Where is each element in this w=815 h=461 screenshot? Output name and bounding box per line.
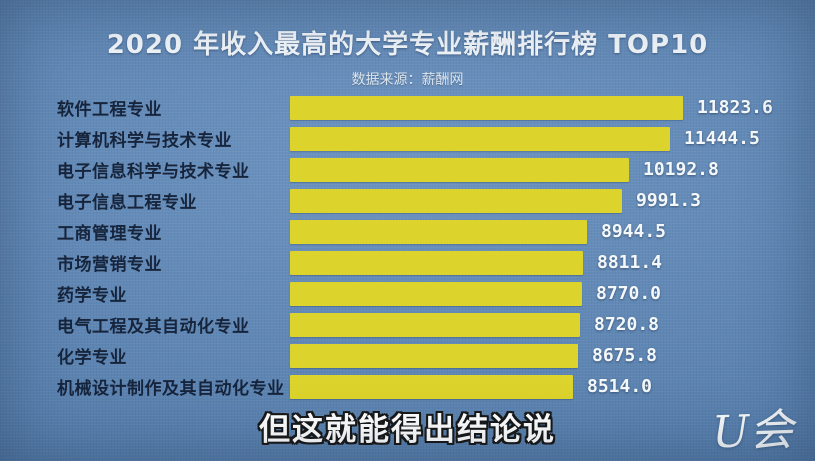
bar [290, 343, 578, 368]
category-label: 电子信息工程专业 [57, 193, 197, 213]
chart-row: 药学专业 8770.0 [0, 278, 815, 309]
value-label: 9991.3 [636, 190, 702, 211]
category-label: 化学专业 [57, 348, 127, 368]
category-label: 市场营销专业 [57, 255, 162, 275]
bar [290, 281, 582, 306]
category-label: 电子信息科学与技术专业 [57, 162, 250, 182]
chart-title: 2020 年收入最高的大学专业薪酬排行榜 TOP10 [106, 30, 709, 60]
category-label: 计算机科学与技术专业 [57, 131, 232, 151]
chart-row: 计算机科学与技术专业 11444.5 [0, 123, 815, 154]
video-caption: 但这就能得出结论说 [259, 412, 556, 448]
category-label: 药学专业 [57, 286, 127, 306]
value-label: 11444.5 [684, 128, 760, 149]
bar [290, 126, 670, 151]
value-label: 8514.0 [587, 376, 653, 397]
value-label: 8811.4 [597, 252, 663, 273]
value-label: 8944.5 [601, 221, 667, 242]
value-label: 8675.8 [592, 345, 658, 366]
value-label: 8770.0 [596, 283, 662, 304]
bar [290, 250, 583, 275]
category-label: 电气工程及其自动化专业 [57, 317, 250, 337]
data-source-label: 数据来源：薪酬网 [351, 72, 464, 88]
chart-row: 机械设计制作及其自动化专业 8514.0 [0, 371, 815, 402]
chart-row: 工商管理专业 8944.5 [0, 216, 815, 247]
value-label: 8720.8 [594, 314, 660, 335]
bar [290, 374, 573, 399]
chart-row: 电气工程及其自动化专业 8720.8 [0, 309, 815, 340]
chart-row: 软件工程专业 11823.6 [0, 92, 815, 123]
category-label: 工商管理专业 [57, 224, 162, 244]
chart-row: 市场营销专业 8811.4 [0, 247, 815, 278]
watermark-logo: U会 [711, 404, 795, 459]
value-label: 11823.6 [697, 97, 773, 118]
chart-row: 电子信息科学与技术专业 10192.8 [0, 154, 815, 185]
bar [290, 312, 580, 337]
bar [290, 157, 629, 182]
category-label: 机械设计制作及其自动化专业 [57, 379, 285, 399]
chart-row: 化学专业 8675.8 [0, 340, 815, 371]
chart-header: 2020 年收入最高的大学专业薪酬排行榜 TOP10 数据来源：薪酬网 [0, 24, 815, 89]
category-label: 软件工程专业 [57, 100, 162, 120]
bar [290, 188, 622, 213]
chart-row: 电子信息工程专业 9991.3 [0, 185, 815, 216]
bar-chart: 软件工程专业 11823.6 计算机科学与技术专业 11444.5 电子信息科学与技术专… [0, 92, 815, 402]
value-label: 10192.8 [643, 159, 719, 180]
bar [290, 95, 683, 120]
bar [290, 219, 587, 244]
